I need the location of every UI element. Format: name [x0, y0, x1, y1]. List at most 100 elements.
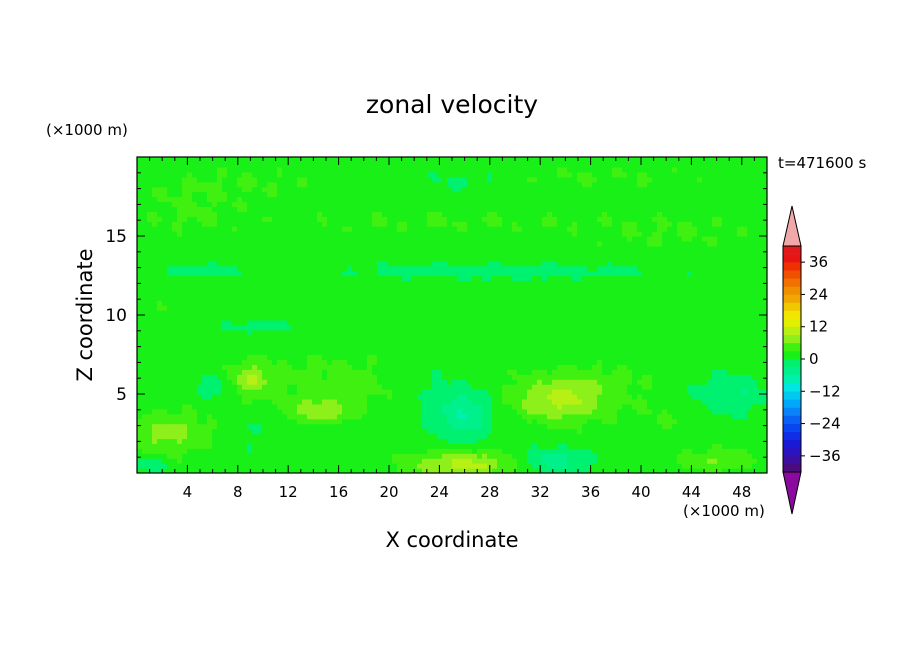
contour-cell — [227, 285, 233, 291]
contour-cell — [337, 300, 343, 306]
contour-cell — [197, 453, 203, 459]
contour-cell — [227, 305, 233, 311]
contour-cell — [437, 359, 443, 365]
contour-cell — [312, 413, 318, 420]
contour-cell — [392, 339, 398, 346]
contour-cell — [232, 349, 238, 356]
contour-cell — [317, 433, 323, 440]
contour-cell — [207, 448, 213, 454]
contour-cell — [237, 408, 243, 415]
contour-cell — [482, 275, 488, 282]
contour-cell — [292, 398, 298, 405]
contour-cell — [517, 329, 523, 336]
contour-cell — [372, 468, 378, 473]
contour-cell — [507, 403, 513, 410]
contour-cell — [697, 463, 703, 469]
contour-cell — [352, 423, 358, 430]
contour-cell — [672, 458, 678, 464]
contour-cell — [272, 280, 278, 286]
contour-cell — [377, 408, 383, 415]
contour-cell — [732, 398, 738, 405]
contour-cell — [412, 310, 418, 316]
contour-cell — [617, 468, 623, 473]
contour-cell — [277, 389, 283, 395]
contour-cell — [582, 389, 588, 395]
contour-cell — [447, 359, 453, 365]
contour-cell — [597, 428, 603, 435]
contour-cell — [532, 428, 538, 435]
contour-cell — [217, 379, 223, 385]
contour-cell — [722, 379, 728, 385]
contour-cell — [642, 315, 648, 321]
contour-cell — [742, 344, 748, 351]
contour-cell — [562, 398, 568, 405]
contour-cell — [722, 359, 728, 365]
contour-cell — [687, 423, 693, 430]
contour-cell — [347, 324, 353, 331]
contour-cell — [157, 403, 163, 410]
contour-cell — [227, 369, 233, 375]
contour-cell — [372, 408, 378, 415]
contour-cell — [332, 315, 338, 321]
contour-cell — [647, 349, 653, 356]
contour-cell — [332, 423, 338, 430]
contour-cell — [217, 305, 223, 311]
contour-cell — [597, 413, 603, 420]
contour-cell — [177, 398, 183, 405]
contour-cell — [727, 300, 733, 306]
contour-cell — [357, 319, 363, 326]
contour-cell — [672, 379, 678, 385]
contour-cell — [187, 339, 193, 346]
contour-cell — [357, 394, 363, 400]
contour-cell — [682, 403, 688, 410]
contour-cell — [257, 324, 263, 331]
contour-cell — [247, 468, 253, 473]
contour-cell — [402, 339, 408, 346]
contour-cell — [672, 280, 678, 286]
contour-cell — [637, 319, 643, 326]
contour-cell — [582, 448, 588, 454]
contour-cell — [652, 354, 658, 361]
contour-cell — [182, 285, 188, 291]
contour-cell — [197, 334, 203, 341]
contour-cell — [612, 438, 618, 444]
contour-cell — [382, 295, 388, 301]
contour-cell — [757, 408, 763, 415]
contour-cell — [232, 285, 238, 291]
contour-cell — [257, 295, 263, 301]
contour-cell — [297, 394, 303, 400]
contour-cell — [652, 315, 658, 321]
contour-cell — [252, 315, 258, 321]
contour-cell — [302, 433, 308, 440]
contour-cell — [417, 300, 423, 306]
contour-cell — [617, 364, 623, 370]
contour-cell — [622, 369, 628, 375]
contour-cell — [292, 329, 298, 336]
contour-cell — [302, 468, 308, 473]
contour-cell — [627, 413, 633, 420]
contour-cell — [347, 458, 353, 464]
contour-cell — [407, 369, 413, 375]
contour-cell — [602, 384, 608, 390]
contour-cell — [247, 394, 253, 400]
contour-cell — [507, 374, 513, 380]
contour-cell — [377, 389, 383, 395]
contour-cell — [497, 433, 503, 440]
contour-cell — [182, 418, 188, 425]
contour-cell — [357, 458, 363, 464]
contour-cell — [602, 418, 608, 425]
contour-cell — [612, 295, 618, 301]
contour-cell — [192, 428, 198, 435]
contour-cell — [422, 310, 428, 316]
contour-cell — [312, 344, 318, 351]
contour-cell — [367, 443, 373, 449]
contour-cell — [502, 339, 508, 346]
contour-cell — [252, 295, 258, 301]
contour-cell — [637, 389, 643, 395]
contour-cell — [677, 349, 683, 356]
contour-cell — [452, 423, 458, 430]
contour-cell — [372, 463, 378, 469]
contour-cell — [492, 463, 498, 469]
contour-cell — [252, 285, 258, 291]
contour-cell — [607, 463, 613, 469]
